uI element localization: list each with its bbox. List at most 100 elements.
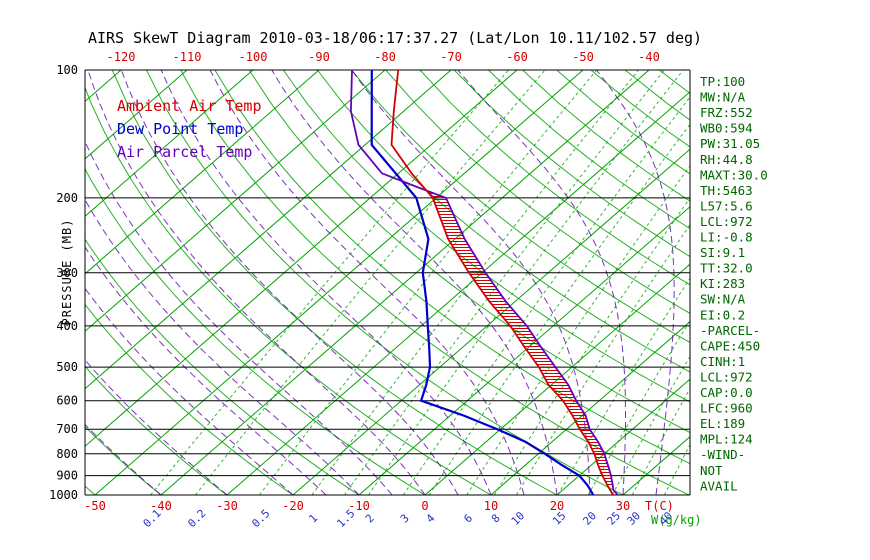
dry-adiabat-line [85, 86, 492, 495]
stat-line: LFC:960 [700, 401, 753, 416]
mixing-ratio-line [587, 319, 690, 495]
mixing-ratio-tick-label: 1 [306, 512, 320, 526]
bottom-temp-tick-label: 10 [484, 499, 498, 513]
bottom-temp-tick-label: -40 [150, 499, 172, 513]
top-temp-tick-label: -120 [107, 50, 136, 64]
stat-line: MW:N/A [700, 90, 746, 105]
isotherm-line [94, 70, 584, 495]
stat-line: TH:5463 [700, 183, 753, 198]
air-parcel-curve [349, 70, 619, 495]
moist-adiabat-line [85, 287, 294, 495]
moist-adiabat-line [120, 70, 459, 495]
legend-air-parcel-temp: Air Parcel Temp [117, 143, 252, 161]
bottom-temp-tick-label: 30 [616, 499, 630, 513]
stats-panel: TP:100MW:N/AFRZ:552WB0:594PW:31.05RH:44.… [700, 74, 768, 493]
moist-adiabat-line [85, 246, 327, 495]
isotherm-line [0, 70, 55, 495]
mixing-ratio-tick-label: 8 [489, 512, 503, 526]
pressure-tick-label: 500 [56, 360, 78, 374]
mixing-unit-label: W(g/kg) [651, 513, 702, 527]
mixing-ratio-line [367, 70, 684, 495]
dew-point-curve [370, 70, 595, 495]
cape-hatch-area [429, 193, 613, 485]
dry-adiabat-line [85, 167, 426, 495]
mixing-ratio-line [611, 355, 690, 495]
moist-adiabat-line [351, 70, 591, 495]
stat-line: -PARCEL- [700, 323, 760, 338]
isotherm-line [85, 70, 254, 217]
dry-adiabat-line [146, 70, 624, 495]
stat-line: TT:32.0 [700, 261, 753, 276]
top-temp-tick-label: -80 [374, 50, 396, 64]
mixing-ratio-line [150, 70, 509, 495]
mixing-ratio-tick-label: 2 [363, 512, 377, 526]
stat-line: NOT [700, 463, 723, 478]
isotherm-line [85, 70, 188, 160]
dry-adiabat-line [214, 70, 690, 465]
top-temp-tick-label: -90 [308, 50, 330, 64]
pressure-tick-label: 100 [56, 63, 78, 77]
dry-adiabat-line [385, 70, 690, 314]
mixing-ratio-tick-label: 0.5 [249, 507, 272, 530]
bottom-temp-tick-label: -50 [84, 499, 106, 513]
legend-ambient-air-temp: Ambient Air Temp [117, 97, 262, 115]
bottom-temp-tick-label: -10 [348, 499, 370, 513]
pressure-tick-label: 600 [56, 394, 78, 408]
dry-adiabat-line [351, 70, 690, 343]
mixing-ratio-tick-label: 20 [580, 509, 599, 528]
stat-line: SW:N/A [700, 292, 746, 307]
stat-line: WB0:594 [700, 121, 753, 136]
ambient-temp-curve [390, 70, 614, 495]
pressure-tick-label: 800 [56, 447, 78, 461]
dry-adiabat-line [419, 70, 690, 286]
top-temp-tick-label: -50 [572, 50, 594, 64]
stat-line: CAPE:450 [700, 338, 760, 353]
stat-line: L57:5.6 [700, 198, 753, 213]
dry-adiabat-line [488, 70, 690, 230]
dry-adiabat-line [658, 70, 690, 95]
stat-line: KI:283 [700, 276, 745, 291]
dry-adiabat-line [180, 70, 690, 495]
mixing-ratio-tick-label: 0.2 [185, 507, 208, 530]
isotherm-line [490, 321, 690, 495]
pressure-axis-label: PRESSURE (MB) [60, 219, 74, 326]
moist-adiabat-line [209, 70, 525, 495]
dry-adiabat-line [453, 70, 690, 258]
stat-line: EL:189 [700, 416, 745, 431]
stat-line: TP:100 [700, 74, 745, 89]
stat-line: CINH:1 [700, 354, 745, 369]
dry-adiabat-line [85, 303, 294, 495]
dry-adiabat-line [85, 365, 228, 495]
moist-adiabat-line [271, 70, 558, 495]
pressure-tick-label: 400 [56, 319, 78, 333]
stat-line: EI:0.2 [700, 307, 745, 322]
pressure-tick-label: 200 [56, 191, 78, 205]
isotherm-line [85, 70, 320, 275]
mixing-ratio-line [428, 123, 690, 495]
dry-adiabat-line [85, 238, 360, 495]
axis-ticks: -120 -110 -100 -90 -80 -70 -60 -50 -40-50 -40 -30-… [84, 50, 675, 530]
mixing-ratio-line [311, 70, 639, 495]
mixing-ratio-line [259, 70, 597, 495]
stat-line: PW:31.05 [700, 136, 760, 151]
isotherm-line [85, 70, 386, 332]
mixing-ratio-line [402, 96, 690, 495]
bottom-temp-tick-label: 20 [550, 499, 564, 513]
moist-adiabat-line [457, 70, 626, 495]
stat-line: LCL:972 [700, 369, 753, 384]
mixing-ratio-line [195, 70, 546, 495]
mixing-ratio-line [343, 70, 665, 495]
mixing-ratio-tick-label: 10 [509, 509, 528, 528]
stat-line: RH:44.8 [700, 152, 753, 167]
mixing-ratio-tick-label: 3 [398, 512, 412, 526]
pressure-lines: 100 200 300 400 500 600 700 800 900 1000 [49, 63, 691, 502]
isotherm-line [556, 378, 690, 495]
stat-line: FRZ:552 [700, 105, 753, 120]
dry-adiabat-line [522, 70, 690, 202]
top-temp-tick-label: -110 [173, 50, 202, 64]
mixing-ratio-tick-label: 4 [424, 511, 438, 525]
pressure-tick-label: 900 [56, 469, 78, 483]
top-temp-tick-label: -40 [638, 50, 660, 64]
